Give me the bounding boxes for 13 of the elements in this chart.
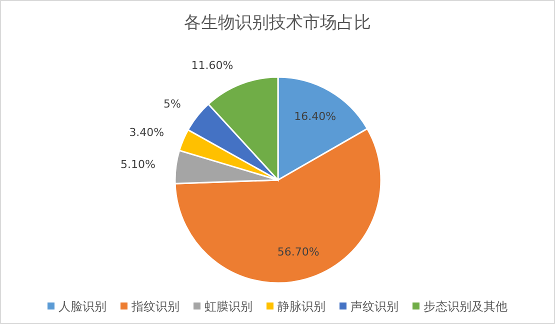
data-label: 16.40% [294, 110, 336, 123]
data-label: 11.60% [191, 58, 234, 72]
legend-label: 虹膜识别 [204, 299, 252, 314]
data-label: 5.10% [120, 158, 156, 172]
legend-label: 人脸识别 [58, 299, 106, 314]
legend-label: 静脉识别 [278, 299, 326, 314]
legend-label: 指纹识别 [130, 299, 180, 314]
data-label: 5% [164, 97, 182, 110]
legend-label: 声纹识别 [350, 299, 398, 314]
data-label: 3.40% [129, 126, 164, 139]
legend-label: 步态识别及其他 [424, 299, 508, 314]
chart-title: 各生物识别技术市场占比 [184, 13, 371, 33]
data-label: 56.70% [277, 245, 320, 258]
